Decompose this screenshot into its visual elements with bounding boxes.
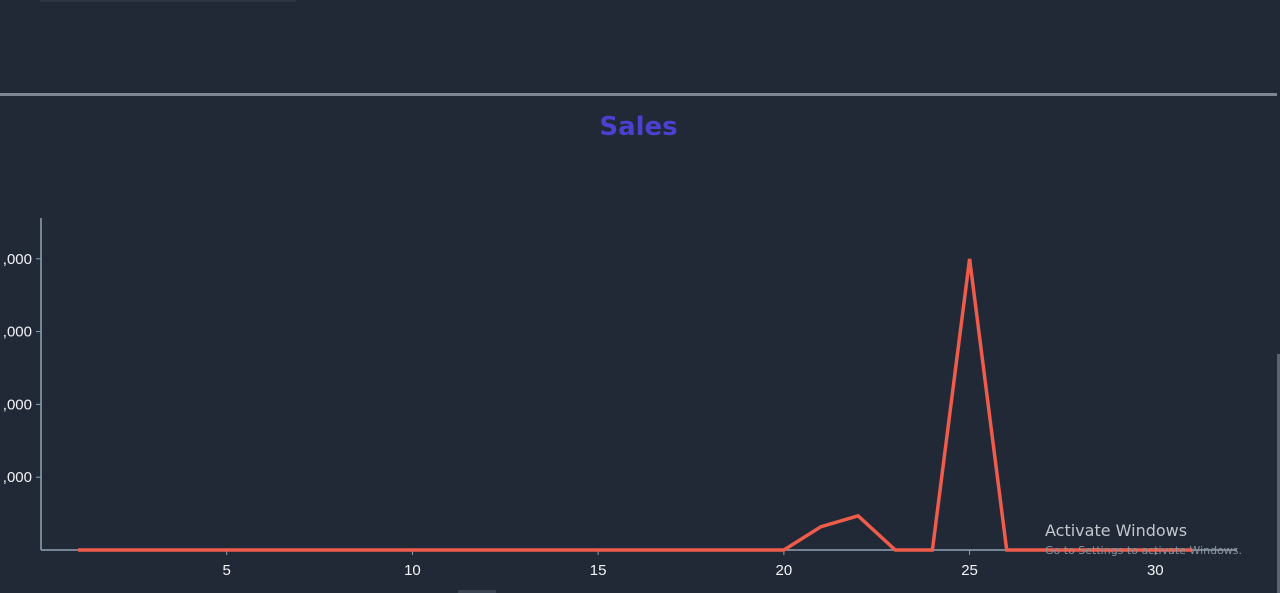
x-tick-label: 5 xyxy=(223,562,231,579)
previous-panel xyxy=(0,0,1280,94)
y-tick-label: ,000 xyxy=(3,324,32,341)
x-tick-label: 30 xyxy=(1147,562,1164,579)
bottom-scroll-handle[interactable] xyxy=(458,590,496,593)
activate-windows-title: Activate Windows xyxy=(1045,521,1188,540)
chart-series xyxy=(78,258,1193,552)
chart-title: Sales xyxy=(599,112,678,142)
activate-windows-subtitle: Go to Settings to activate Windows. xyxy=(1045,544,1243,557)
panel-divider xyxy=(0,93,1277,96)
previous-panel-edge xyxy=(40,0,296,2)
x-tick-label: 25 xyxy=(961,562,978,579)
y-tick-label: ,000 xyxy=(3,469,32,486)
x-tick-label: 15 xyxy=(590,562,607,579)
x-tick-label: 10 xyxy=(404,562,421,579)
y-tick-label: ,000 xyxy=(3,396,32,413)
x-tick-label: 20 xyxy=(776,562,793,579)
chart-ticks: 5 10 15 20 25 30 ,000 ,000 ,000 ,000 xyxy=(3,251,1164,579)
chart-axes xyxy=(40,218,1237,551)
sales-series-line xyxy=(78,258,1193,552)
page-scrollbar[interactable] xyxy=(1277,354,1280,593)
y-tick-label: ,000 xyxy=(3,251,32,268)
